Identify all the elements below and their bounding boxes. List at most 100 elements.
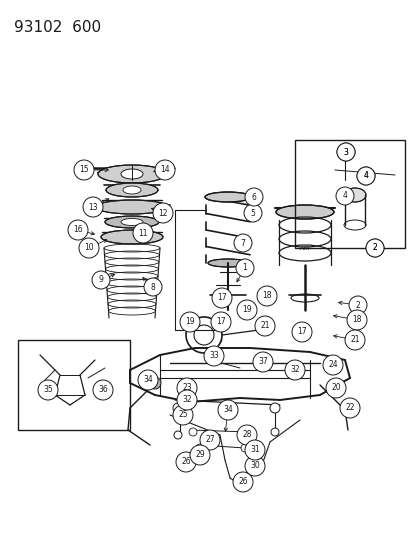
Text: 26: 26 bbox=[181, 457, 190, 466]
Circle shape bbox=[356, 167, 374, 185]
Circle shape bbox=[244, 188, 262, 206]
Circle shape bbox=[335, 187, 353, 205]
Text: 2: 2 bbox=[372, 244, 377, 253]
Text: 4: 4 bbox=[363, 172, 368, 181]
Text: 36: 36 bbox=[98, 385, 108, 394]
Text: 10: 10 bbox=[84, 244, 94, 253]
Circle shape bbox=[336, 143, 354, 161]
Text: 12: 12 bbox=[158, 208, 167, 217]
Circle shape bbox=[233, 472, 252, 492]
Text: 20: 20 bbox=[330, 384, 340, 392]
Circle shape bbox=[325, 378, 345, 398]
Text: 21: 21 bbox=[349, 335, 359, 344]
Circle shape bbox=[177, 390, 197, 410]
Ellipse shape bbox=[121, 169, 142, 179]
Ellipse shape bbox=[98, 165, 166, 183]
Circle shape bbox=[177, 378, 197, 398]
Text: 37: 37 bbox=[257, 358, 267, 367]
Text: 18: 18 bbox=[351, 316, 361, 325]
Circle shape bbox=[322, 355, 342, 375]
Circle shape bbox=[356, 167, 374, 185]
Circle shape bbox=[68, 220, 88, 240]
Ellipse shape bbox=[96, 200, 168, 214]
Circle shape bbox=[93, 380, 113, 400]
Text: 17: 17 bbox=[217, 294, 226, 303]
Circle shape bbox=[153, 203, 173, 223]
Text: 14: 14 bbox=[160, 166, 169, 174]
Circle shape bbox=[344, 330, 364, 350]
Text: 16: 16 bbox=[73, 225, 83, 235]
Ellipse shape bbox=[105, 216, 159, 228]
Circle shape bbox=[144, 278, 161, 296]
Ellipse shape bbox=[204, 192, 250, 202]
Text: 2: 2 bbox=[355, 301, 359, 310]
Circle shape bbox=[211, 288, 231, 308]
Ellipse shape bbox=[121, 219, 142, 225]
Circle shape bbox=[195, 444, 204, 452]
Text: 30: 30 bbox=[249, 462, 259, 471]
Text: 8: 8 bbox=[150, 282, 155, 292]
Text: 19: 19 bbox=[185, 318, 195, 327]
Text: 32: 32 bbox=[290, 366, 299, 375]
Text: 3: 3 bbox=[343, 148, 348, 157]
Text: 93102  600: 93102 600 bbox=[14, 20, 101, 35]
Text: 28: 28 bbox=[242, 431, 251, 440]
Text: 17: 17 bbox=[216, 318, 225, 327]
Text: 32: 32 bbox=[182, 395, 191, 405]
Text: 9: 9 bbox=[98, 276, 103, 285]
Text: 24: 24 bbox=[328, 360, 337, 369]
Circle shape bbox=[79, 238, 99, 258]
Ellipse shape bbox=[207, 259, 247, 267]
Text: 4: 4 bbox=[363, 172, 368, 181]
Circle shape bbox=[271, 428, 278, 436]
Text: AIR: AIR bbox=[299, 246, 309, 251]
Text: 5: 5 bbox=[250, 208, 255, 217]
Circle shape bbox=[348, 296, 366, 314]
Circle shape bbox=[176, 452, 195, 472]
Circle shape bbox=[336, 143, 354, 161]
Text: 34: 34 bbox=[223, 406, 232, 415]
Ellipse shape bbox=[101, 230, 163, 244]
Circle shape bbox=[92, 271, 110, 289]
Circle shape bbox=[244, 456, 264, 476]
Text: 25: 25 bbox=[178, 410, 188, 419]
Text: 15: 15 bbox=[79, 166, 89, 174]
Circle shape bbox=[199, 430, 219, 450]
Circle shape bbox=[204, 346, 223, 366]
Circle shape bbox=[244, 440, 264, 460]
Circle shape bbox=[154, 160, 175, 180]
Circle shape bbox=[218, 400, 237, 420]
Circle shape bbox=[189, 428, 197, 436]
Text: 26: 26 bbox=[237, 478, 247, 487]
Circle shape bbox=[173, 431, 182, 439]
Circle shape bbox=[252, 352, 272, 372]
Circle shape bbox=[190, 445, 209, 465]
Circle shape bbox=[173, 403, 183, 413]
Circle shape bbox=[74, 160, 94, 180]
Circle shape bbox=[346, 310, 366, 330]
Bar bbox=[18, 340, 130, 430]
Text: 22: 22 bbox=[344, 403, 354, 413]
Text: 3: 3 bbox=[343, 148, 348, 157]
Circle shape bbox=[236, 425, 256, 445]
Circle shape bbox=[269, 403, 279, 413]
Circle shape bbox=[243, 204, 261, 222]
Circle shape bbox=[83, 197, 103, 217]
Text: 4: 4 bbox=[342, 191, 347, 200]
Ellipse shape bbox=[123, 186, 141, 194]
Circle shape bbox=[236, 300, 256, 320]
Circle shape bbox=[233, 234, 252, 252]
Text: 34: 34 bbox=[143, 376, 152, 384]
Text: 33: 33 bbox=[209, 351, 218, 360]
Circle shape bbox=[173, 405, 192, 425]
Text: 7: 7 bbox=[240, 238, 245, 247]
Text: 31: 31 bbox=[249, 446, 259, 455]
Circle shape bbox=[365, 239, 383, 257]
Circle shape bbox=[38, 380, 58, 400]
Circle shape bbox=[254, 316, 274, 336]
Text: 29: 29 bbox=[195, 450, 204, 459]
Text: 6: 6 bbox=[251, 192, 256, 201]
Circle shape bbox=[240, 444, 248, 452]
Text: 1: 1 bbox=[242, 263, 247, 272]
Text: 18: 18 bbox=[261, 292, 271, 301]
